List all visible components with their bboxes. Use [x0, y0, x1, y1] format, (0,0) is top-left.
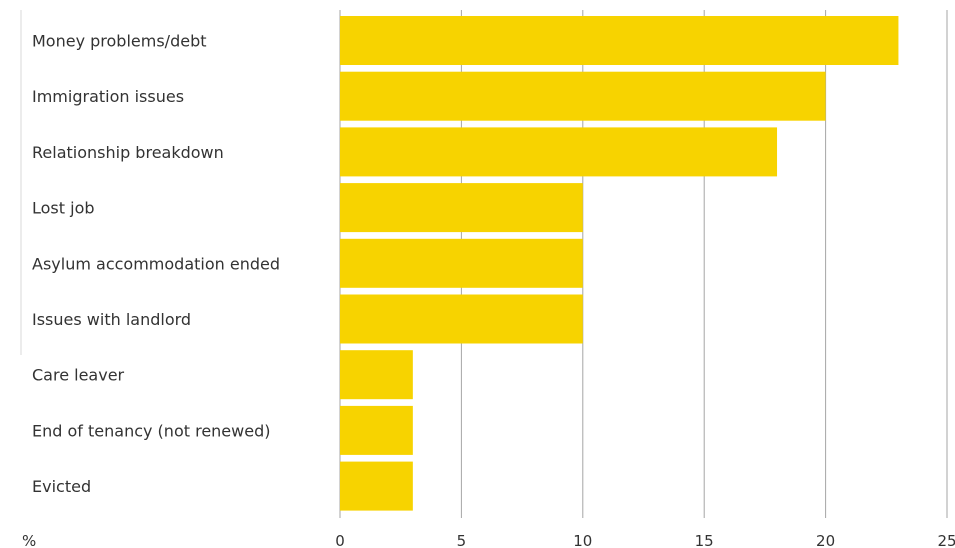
- bar: [340, 71, 826, 121]
- bar: [340, 183, 583, 233]
- tick-label: 15: [695, 532, 714, 548]
- category-label: Money problems/debt: [32, 32, 207, 51]
- tick-label: 5: [457, 532, 467, 548]
- tick-label: 20: [816, 532, 835, 548]
- bar: [340, 238, 583, 288]
- bar: [340, 461, 413, 511]
- bar: [340, 294, 583, 344]
- bar: [340, 405, 413, 455]
- category-labels: Money problems/debt Immigration issues Rel…: [32, 32, 280, 497]
- unit-label: %: [22, 532, 36, 548]
- bar: [340, 350, 413, 400]
- x-axis: % 0 5 10 15 20 25: [22, 532, 955, 548]
- tick-label: 25: [937, 532, 955, 548]
- category-label: Evicted: [32, 477, 91, 496]
- category-label: End of tenancy (not renewed): [32, 421, 270, 440]
- bar: [340, 127, 778, 177]
- bar: [340, 16, 899, 65]
- tick-label: 0: [335, 532, 345, 548]
- category-label: Issues with landlord: [32, 310, 191, 329]
- category-label: Relationship breakdown: [32, 143, 224, 162]
- category-label: Lost job: [32, 199, 95, 218]
- category-label: Care leaver: [32, 366, 125, 385]
- category-label: Asylum accommodation ended: [32, 254, 280, 273]
- bars: [340, 16, 899, 511]
- tick-label: 10: [573, 532, 592, 548]
- category-label: Immigration issues: [32, 87, 184, 106]
